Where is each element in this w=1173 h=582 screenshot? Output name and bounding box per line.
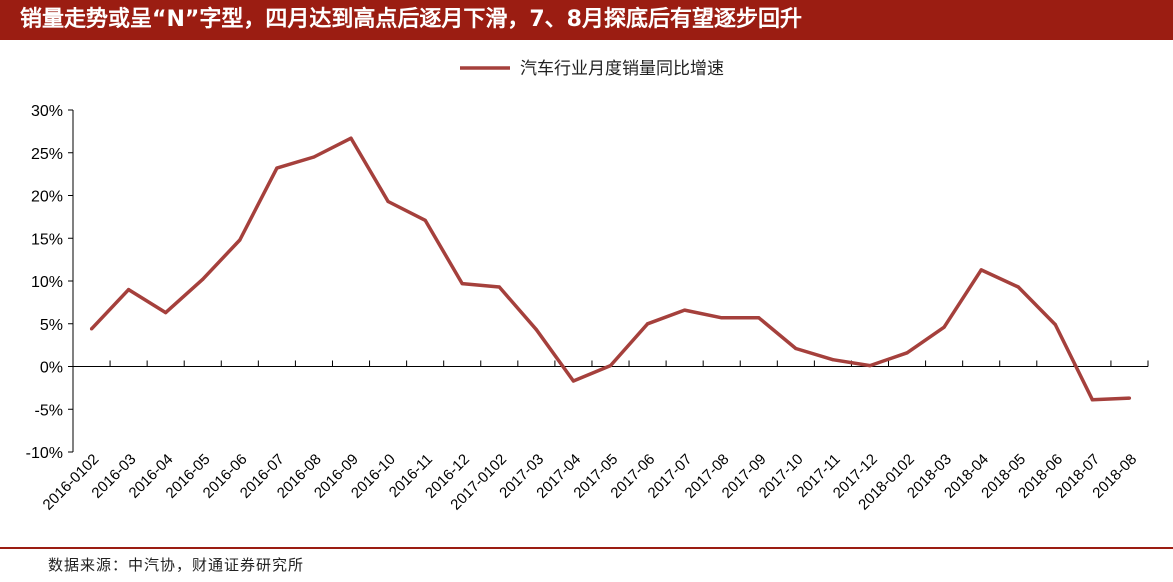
y-tick-label: 25% bbox=[31, 146, 63, 163]
data-point bbox=[831, 358, 835, 362]
data-point bbox=[1053, 323, 1057, 327]
y-tick-label: 20% bbox=[31, 189, 63, 206]
data-point bbox=[1127, 396, 1132, 400]
data-point bbox=[460, 281, 464, 286]
data-point bbox=[979, 268, 983, 272]
legend-label: 汽车行业月度销量同比增速 bbox=[520, 59, 724, 79]
y-tick-label: -5% bbox=[35, 402, 63, 419]
data-point bbox=[164, 311, 168, 315]
data-point bbox=[423, 218, 427, 222]
y-tick-label: -10% bbox=[26, 445, 63, 462]
data-point bbox=[127, 287, 131, 292]
data-point bbox=[757, 316, 761, 320]
data-point bbox=[905, 351, 909, 355]
data-point bbox=[238, 238, 242, 242]
y-tick-label: 30% bbox=[31, 103, 63, 120]
data-point bbox=[534, 328, 538, 332]
y-tick-label: 10% bbox=[31, 274, 63, 291]
chart-title: 销量走势或呈“N”字型，四月达到高点后逐月下滑，7、8月探底后有望逐步回升 bbox=[0, 0, 1173, 40]
x-axis: 2016-01022016-032016-042016-052016-06201… bbox=[40, 360, 1149, 514]
y-axis: -10% -5% 0% 5% 10% 15% 20% 25% 30% bbox=[26, 103, 74, 462]
data-point bbox=[608, 364, 613, 368]
data-point bbox=[201, 277, 205, 281]
data-point bbox=[386, 199, 390, 204]
data-point bbox=[868, 364, 872, 368]
data-point bbox=[497, 285, 501, 289]
y-tick-label: 15% bbox=[31, 231, 63, 248]
data-point bbox=[349, 136, 353, 140]
data-point bbox=[275, 166, 279, 170]
data-point bbox=[1016, 285, 1020, 289]
footer-divider bbox=[0, 547, 1173, 549]
y-tick-label: 0% bbox=[40, 360, 63, 377]
data-point bbox=[645, 322, 650, 326]
data-point bbox=[942, 325, 946, 329]
data-point bbox=[312, 155, 316, 159]
data-point bbox=[571, 379, 576, 383]
data-point bbox=[89, 327, 94, 331]
series-line bbox=[90, 136, 1130, 402]
data-point bbox=[720, 316, 724, 320]
legend: 汽车行业月度销量同比增速 bbox=[460, 59, 724, 79]
y-tick-label: 5% bbox=[40, 317, 63, 334]
line-chart: 汽车行业月度销量同比增速 -10%-5%0%5%10%15%20%25%30% … bbox=[26, 59, 1149, 514]
data-point bbox=[683, 308, 687, 312]
series-layer bbox=[89, 136, 1132, 402]
source-note: 数据来源：中汽协，财通证券研究所 bbox=[48, 556, 305, 574]
data-point bbox=[794, 346, 798, 351]
data-point bbox=[1090, 398, 1094, 402]
